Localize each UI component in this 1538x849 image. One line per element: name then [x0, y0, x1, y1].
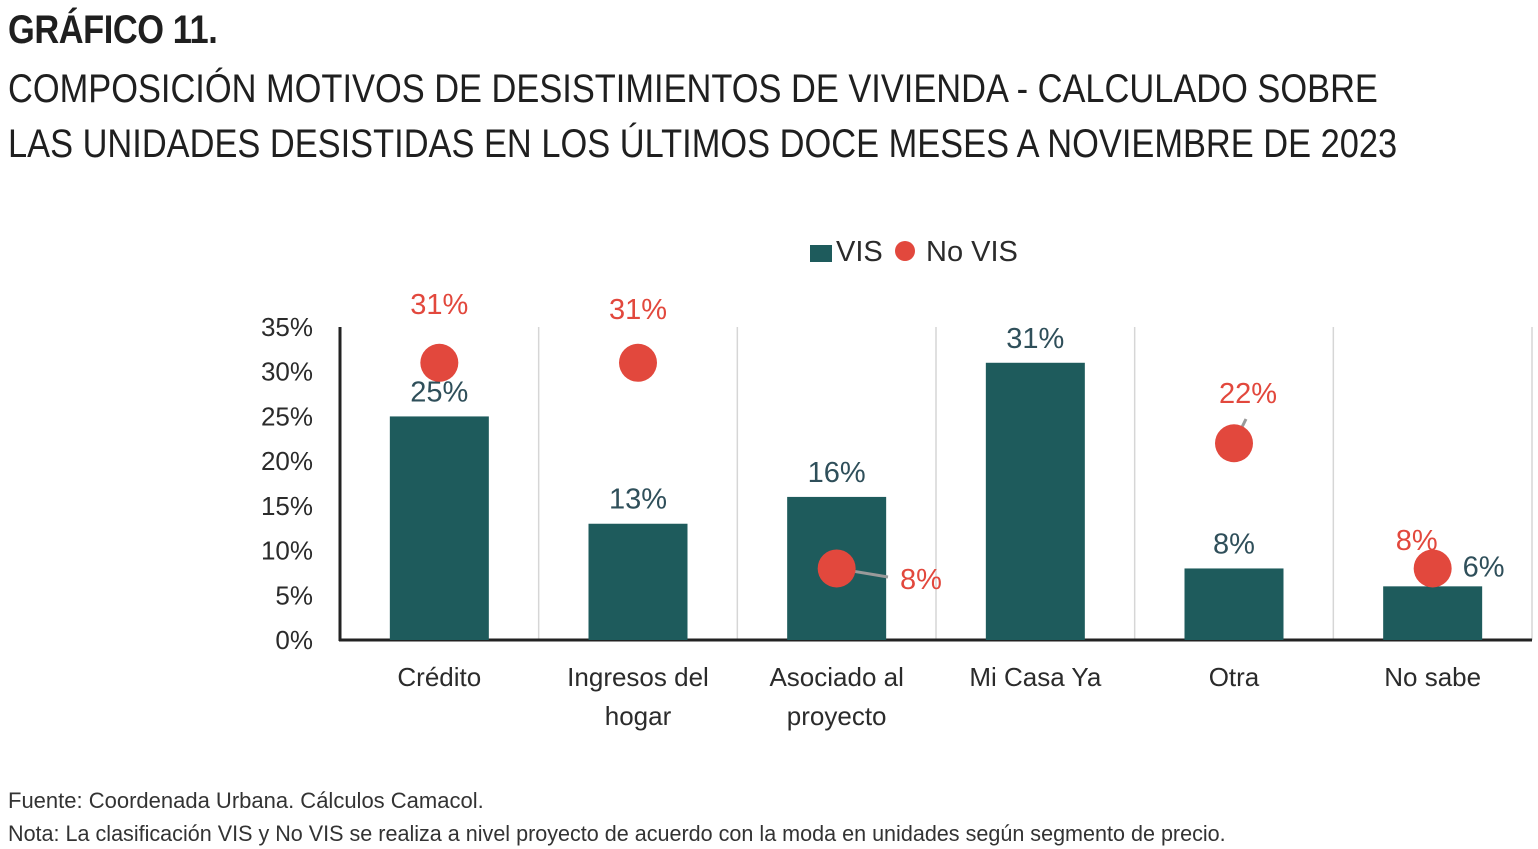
- data-label-no-vis: 8%: [1396, 525, 1438, 557]
- legend-swatch-no-vis: [895, 241, 915, 261]
- y-tick-label: 35%: [261, 312, 313, 342]
- chart-title-line-1: COMPOSICIÓN MOTIVOS DE DESISTIMIENTOS DE…: [8, 67, 1378, 111]
- legend-label-vis: VIS: [836, 236, 883, 268]
- y-tick-label: 30%: [261, 357, 313, 387]
- data-label-vis: 13%: [609, 484, 667, 516]
- data-label-no-vis: 31%: [609, 294, 667, 326]
- x-category-label: proyecto: [787, 701, 887, 731]
- x-category-label: Mi Casa Ya: [969, 662, 1102, 692]
- y-tick-label: 0%: [275, 625, 313, 655]
- data-label-vis: 8%: [1213, 528, 1255, 560]
- footnote: Nota: La clasificación VIS y No VIS se r…: [8, 821, 1226, 846]
- x-category-label: No sabe: [1384, 662, 1481, 692]
- marker-no-vis: [619, 343, 657, 382]
- chart-title-line-2: LAS UNIDADES DESISTIDAS EN LOS ÚLTIMOS D…: [8, 122, 1398, 166]
- bar-vis: [389, 416, 489, 640]
- y-tick-label: 20%: [261, 446, 313, 476]
- x-category-label: Crédito: [397, 662, 481, 692]
- x-category-label: hogar: [605, 701, 672, 731]
- bar-vis: [985, 362, 1085, 640]
- x-category-label: Asociado al: [769, 662, 903, 692]
- data-label-vis: 6%: [1463, 551, 1505, 583]
- y-tick-label: 5%: [275, 580, 313, 610]
- marker-no-vis: [817, 549, 856, 588]
- y-tick-label: 25%: [261, 401, 313, 431]
- bar-vis: [588, 523, 688, 640]
- marker-no-vis: [1215, 424, 1253, 463]
- x-category-label: Otra: [1209, 662, 1260, 692]
- bar-vis: [1184, 568, 1284, 640]
- legend-swatch-vis: [810, 245, 832, 262]
- source-note: Fuente: Coordenada Urbana. Cálculos Cama…: [8, 788, 484, 813]
- data-label-no-vis: 31%: [410, 289, 468, 321]
- legend-label-no-vis: No VIS: [926, 236, 1018, 268]
- y-tick-label: 10%: [261, 536, 313, 566]
- data-label-no-vis: 22%: [1219, 378, 1277, 410]
- data-label-no-vis: 8%: [900, 564, 942, 596]
- marker-no-vis: [420, 343, 459, 382]
- figure-label: GRÁFICO 11.: [8, 8, 218, 52]
- y-tick-label: 15%: [261, 491, 313, 521]
- data-label-vis: 31%: [1006, 323, 1064, 355]
- data-label-vis: 16%: [808, 457, 866, 489]
- chart-title: COMPOSICIÓN MOTIVOS DE DESISTIMIENTOS DE…: [8, 62, 1397, 172]
- x-category-label: Ingresos del: [567, 662, 709, 692]
- chart-area: 0% 5% 10% 15% 20% 25% 30% 35% Crédito Ingresos de…: [261, 236, 1533, 731]
- marker-no-vis: [1413, 549, 1452, 588]
- bar-vis: [1383, 586, 1483, 640]
